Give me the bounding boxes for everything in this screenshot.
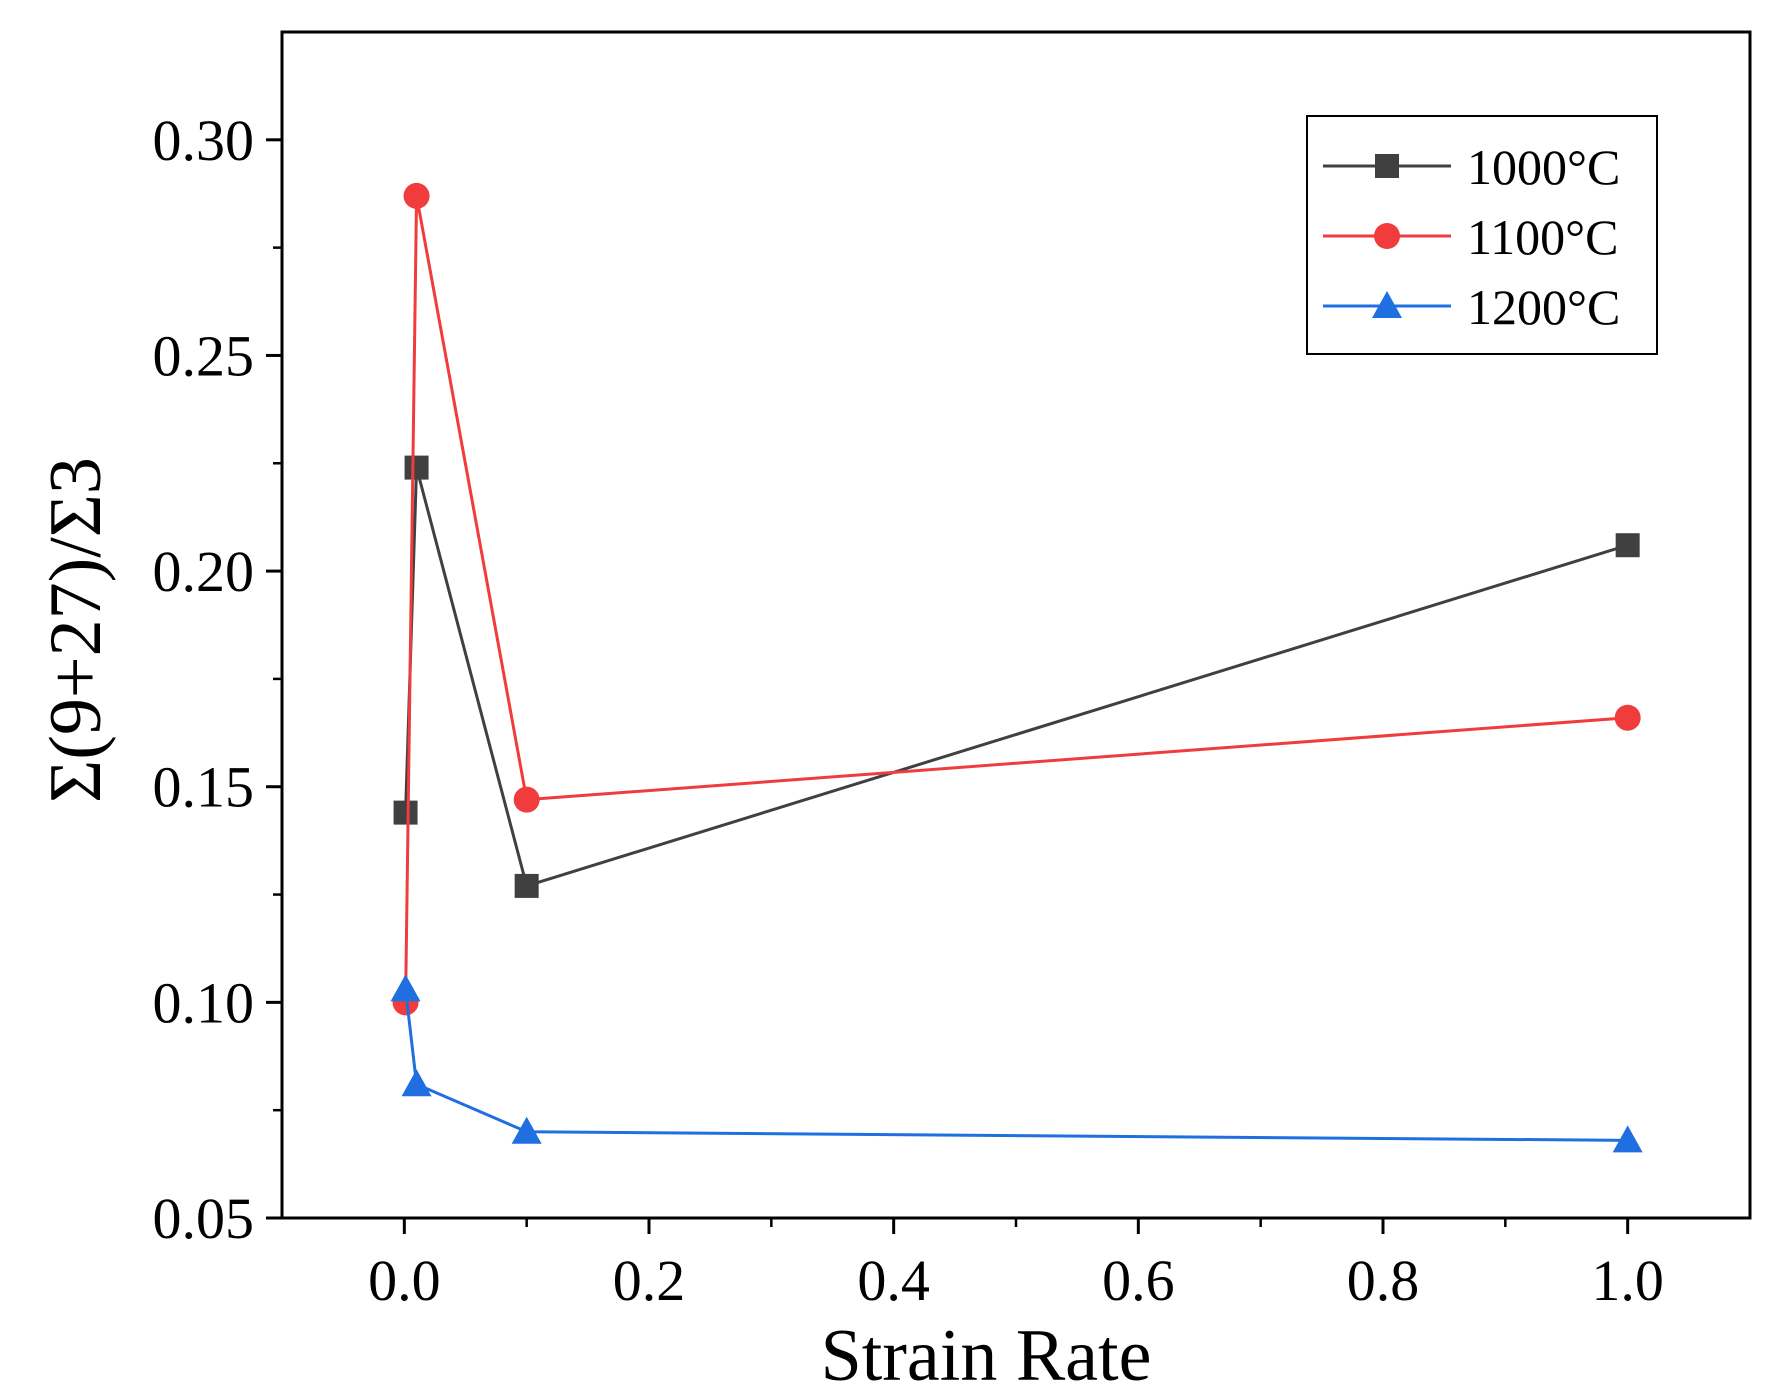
series-line	[404, 194, 1628, 1003]
x-tick-label: 0.6	[1102, 1248, 1175, 1313]
series-1000°C	[393, 455, 1640, 898]
y-tick-label: 0.25	[153, 323, 255, 388]
y-axis-title: Σ(9+27)/Σ3	[35, 457, 117, 803]
y-tick-label: 0.05	[153, 1186, 255, 1251]
legend-marker	[1375, 154, 1399, 178]
data-point	[404, 455, 429, 480]
x-tick-label: 0.2	[613, 1248, 686, 1313]
data-point	[1614, 704, 1641, 731]
data-point	[390, 974, 421, 1002]
y-tick-label: 0.10	[153, 970, 255, 1035]
x-tick-label: 0.0	[368, 1248, 441, 1313]
legend-item: 1000°C	[1323, 139, 1620, 195]
data-point	[511, 1116, 542, 1144]
legend-item: 1200°C	[1323, 279, 1620, 335]
y-tick-label: 0.15	[153, 755, 255, 820]
data-point	[1612, 1125, 1643, 1153]
legend-marker	[1374, 223, 1400, 249]
x-tick-label: 0.4	[857, 1248, 930, 1313]
series-line	[404, 466, 1629, 888]
y-tick-label: 0.20	[153, 539, 255, 604]
series-layer	[390, 182, 1643, 1153]
x-tick-label: 0.8	[1347, 1248, 1420, 1313]
legend-label: 1200°C	[1467, 279, 1620, 335]
legend: 1000°C 1100°C 1200°C	[1306, 115, 1658, 355]
legend-marker	[1372, 291, 1402, 318]
data-point	[401, 1069, 432, 1097]
x-tick-label: 1.0	[1591, 1248, 1664, 1313]
series-1200°C	[390, 974, 1643, 1153]
data-point	[513, 786, 540, 813]
series-line	[404, 989, 1628, 1142]
legend-label: 1100°C	[1467, 209, 1619, 265]
legend-label: 1000°C	[1467, 139, 1620, 195]
x-axis-title: Strain Rate	[821, 1315, 1152, 1397]
legend-item: 1100°C	[1323, 209, 1619, 265]
axes-layer: 0.0 0.2 0.4 0.6 0.8 1.0 0.05 0.10 0.15 0.20 0.25 0.…	[153, 108, 1664, 1313]
data-point	[393, 800, 418, 825]
data-point	[514, 873, 539, 898]
data-point	[403, 182, 430, 209]
y-tick-label: 0.30	[153, 108, 255, 173]
data-point	[1615, 533, 1640, 558]
